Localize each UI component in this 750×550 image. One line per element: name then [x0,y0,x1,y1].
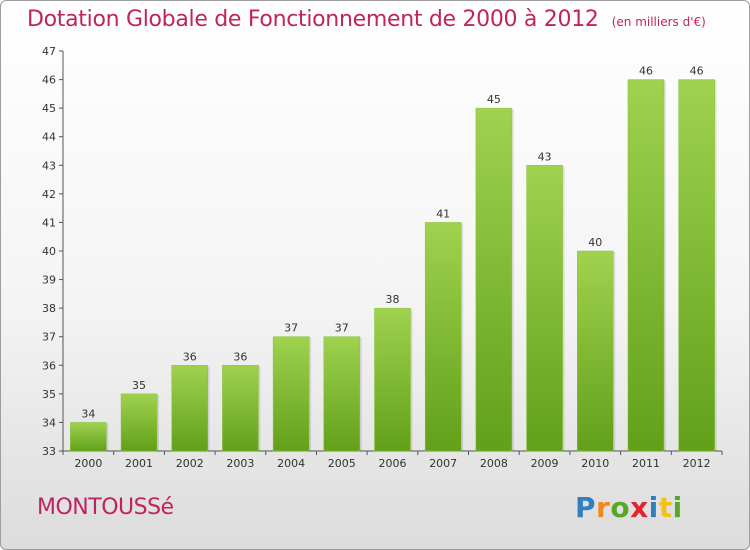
bar-value-label: 37 [335,322,349,335]
proxiti-logo: Proxiti [575,491,683,524]
x-tick-label: 2010 [581,457,609,470]
bar-value-label: 41 [436,207,450,220]
y-tick-label: 42 [42,188,56,201]
logo-letter: t [658,491,673,524]
bar-value-label: 36 [183,350,197,363]
bar [323,336,361,452]
y-tick-label: 35 [42,388,56,401]
bar [272,336,310,452]
y-tick-label: 39 [42,274,56,287]
title-row: Dotation Globale de Fonctionnement de 20… [27,7,706,32]
y-tick-label: 45 [42,102,56,115]
x-tick-label: 2001 [125,457,153,470]
x-tick-label: 2008 [480,457,508,470]
y-tick-label: 36 [42,359,56,372]
bar-value-label: 37 [284,322,298,335]
y-tick-label: 43 [42,159,56,172]
bar [171,365,208,452]
chart-unit: (en milliers d'€) [611,15,706,29]
x-tick-label: 2012 [683,457,711,470]
x-tick-label: 2003 [226,457,254,470]
y-tick-label: 44 [42,131,56,144]
chart-title: Dotation Globale de Fonctionnement de 20… [27,7,599,32]
y-tick-label: 33 [42,445,56,458]
x-tick-label: 2002 [176,457,204,470]
commune-name: MONTOUSSé [37,495,174,520]
logo-letter: o [610,491,631,524]
x-tick-label: 2004 [277,457,305,470]
y-tick-label: 37 [42,331,56,344]
bar-value-label: 36 [233,350,247,363]
bar-value-label: 43 [538,150,552,163]
y-tick-label: 40 [42,245,56,258]
bar [374,307,411,452]
logo-letter: r [596,491,611,524]
bar-value-label: 45 [487,93,501,106]
x-tick-label: 2007 [429,457,457,470]
bar [424,222,462,452]
bar-value-label: 40 [588,236,602,249]
bar [222,365,259,452]
bar [678,79,715,452]
logo-letter: P [575,491,597,524]
x-tick-label: 2000 [74,457,102,470]
y-tick-label: 41 [42,216,56,229]
x-tick-label: 2005 [328,457,356,470]
bar [70,422,107,452]
bar [475,107,513,452]
bar [120,393,158,452]
bar [577,250,614,452]
bar-value-label: 34 [81,407,95,420]
x-tick-label: 2011 [632,457,660,470]
bar-value-label: 38 [386,293,400,306]
logo-letter: i [648,491,659,524]
bar-value-label: 46 [690,65,704,78]
y-tick-label: 46 [42,74,56,87]
x-tick-label: 2009 [531,457,559,470]
y-tick-label: 47 [42,45,56,58]
bar [526,165,563,452]
y-tick-label: 38 [42,302,56,315]
logo-letter: i [672,491,683,524]
bar-value-label: 35 [132,379,146,392]
x-tick-label: 2006 [379,457,407,470]
y-tick-label: 34 [42,416,56,429]
bar-value-label: 46 [639,65,653,78]
bar [627,79,665,452]
logo-letter: x [630,491,649,524]
